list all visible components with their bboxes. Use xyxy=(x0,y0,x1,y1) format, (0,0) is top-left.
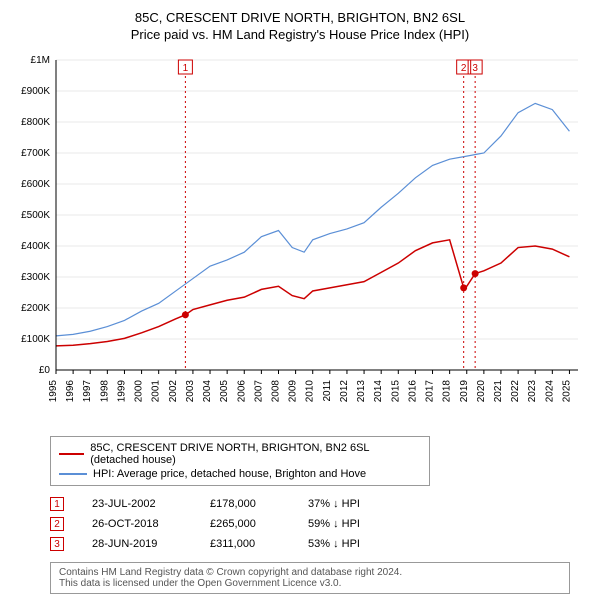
x-axis-label: 1997 xyxy=(82,380,93,403)
x-axis-label: 2011 xyxy=(322,380,333,402)
legend-swatch xyxy=(59,473,87,475)
x-axis-label: 2013 xyxy=(356,380,367,403)
legend-item: 85C, CRESCENT DRIVE NORTH, BRIGHTON, BN2… xyxy=(59,441,421,467)
x-axis-label: 2010 xyxy=(305,380,316,403)
footer-attribution: Contains HM Land Registry data © Crown c… xyxy=(50,562,570,594)
x-axis-label: 2002 xyxy=(168,380,179,403)
sale-row: 1 23-JUL-2002 £178,000 37% ↓ HPI xyxy=(50,494,588,514)
legend-swatch xyxy=(59,453,84,455)
x-axis-label: 2024 xyxy=(544,380,555,403)
x-axis-label: 2023 xyxy=(527,380,538,403)
y-axis-label: £500K xyxy=(21,210,50,221)
x-axis-label: 2007 xyxy=(253,380,264,403)
sale-marker-label: 1 xyxy=(183,63,189,74)
x-axis-label: 2014 xyxy=(373,380,384,403)
x-axis-label: 2012 xyxy=(339,380,350,403)
y-axis-label: £600K xyxy=(21,179,50,190)
x-axis-label: 2020 xyxy=(476,380,487,403)
sale-row: 2 26-OCT-2018 £265,000 59% ↓ HPI xyxy=(50,514,588,534)
footer-line-2: This data is licensed under the Open Gov… xyxy=(59,578,561,589)
chart-title: 85C, CRESCENT DRIVE NORTH, BRIGHTON, BN2… xyxy=(12,10,588,25)
x-axis-label: 2005 xyxy=(219,380,230,403)
x-axis-label: 1996 xyxy=(65,380,76,403)
chart-plot: £0 £100K £200K £300K £400K £500K £600K £700K £80… xyxy=(12,50,588,430)
x-axis-label: 2017 xyxy=(425,380,436,403)
legend: 85C, CRESCENT DRIVE NORTH, BRIGHTON, BN2… xyxy=(50,436,430,486)
x-axis-label: 2003 xyxy=(185,380,196,403)
x-axis-label: 2025 xyxy=(561,380,572,403)
y-axis-label: £1M xyxy=(31,55,50,66)
sale-date: 28-JUN-2019 xyxy=(92,538,182,550)
sale-pct-vs-hpi: 59% ↓ HPI xyxy=(308,518,398,530)
sale-pct-vs-hpi: 37% ↓ HPI xyxy=(308,498,398,510)
sale-marker-box: 2 xyxy=(50,517,64,531)
x-axis-label: 2001 xyxy=(151,380,162,403)
sale-marker-label: 2 xyxy=(461,63,467,74)
x-axis-label: 2004 xyxy=(202,380,213,403)
sale-date: 26-OCT-2018 xyxy=(92,518,182,530)
sale-marker-label: 3 xyxy=(472,63,478,74)
y-axis-label: £0 xyxy=(39,365,51,376)
chart-subtitle: Price paid vs. HM Land Registry's House … xyxy=(12,27,588,42)
footer-line-1: Contains HM Land Registry data © Crown c… xyxy=(59,567,561,578)
legend-label: HPI: Average price, detached house, Brig… xyxy=(93,468,366,480)
sale-marker-box: 3 xyxy=(50,537,64,551)
y-axis-label: £400K xyxy=(21,241,50,252)
x-axis-label: 2016 xyxy=(407,380,418,403)
sale-price: £265,000 xyxy=(210,518,280,530)
y-axis-label: £100K xyxy=(21,334,50,345)
y-axis-label: £300K xyxy=(21,272,50,283)
y-axis-label: £200K xyxy=(21,303,50,314)
sale-price: £311,000 xyxy=(210,538,280,550)
sale-date: 23-JUL-2002 xyxy=(92,498,182,510)
x-axis-label: 2018 xyxy=(442,380,453,403)
x-axis-label: 2008 xyxy=(270,380,281,403)
legend-label: 85C, CRESCENT DRIVE NORTH, BRIGHTON, BN2… xyxy=(90,442,421,466)
x-axis-label: 1998 xyxy=(99,380,110,403)
sale-marker-box: 1 xyxy=(50,497,64,511)
x-axis-label: 2021 xyxy=(493,380,504,403)
x-axis-label: 2022 xyxy=(510,380,521,403)
sale-price: £178,000 xyxy=(210,498,280,510)
y-axis-label: £800K xyxy=(21,117,50,128)
chart-container: 85C, CRESCENT DRIVE NORTH, BRIGHTON, BN2… xyxy=(0,0,600,602)
y-axis-label: £900K xyxy=(21,86,50,97)
sales-table: 1 23-JUL-2002 £178,000 37% ↓ HPI 2 26-OCT-201… xyxy=(50,494,588,554)
y-axis-label: £700K xyxy=(21,148,50,159)
x-axis-label: 2000 xyxy=(134,380,145,403)
sale-row: 3 28-JUN-2019 £311,000 53% ↓ HPI xyxy=(50,534,588,554)
x-axis-label: 2015 xyxy=(390,380,401,403)
legend-item: HPI: Average price, detached house, Brig… xyxy=(59,467,421,481)
x-axis-label: 2006 xyxy=(236,380,247,403)
x-axis-label: 1999 xyxy=(116,380,127,403)
sale-pct-vs-hpi: 53% ↓ HPI xyxy=(308,538,398,550)
x-axis-label: 2009 xyxy=(288,380,299,403)
x-axis-label: 1995 xyxy=(48,380,59,403)
x-axis-label: 2019 xyxy=(459,380,470,403)
